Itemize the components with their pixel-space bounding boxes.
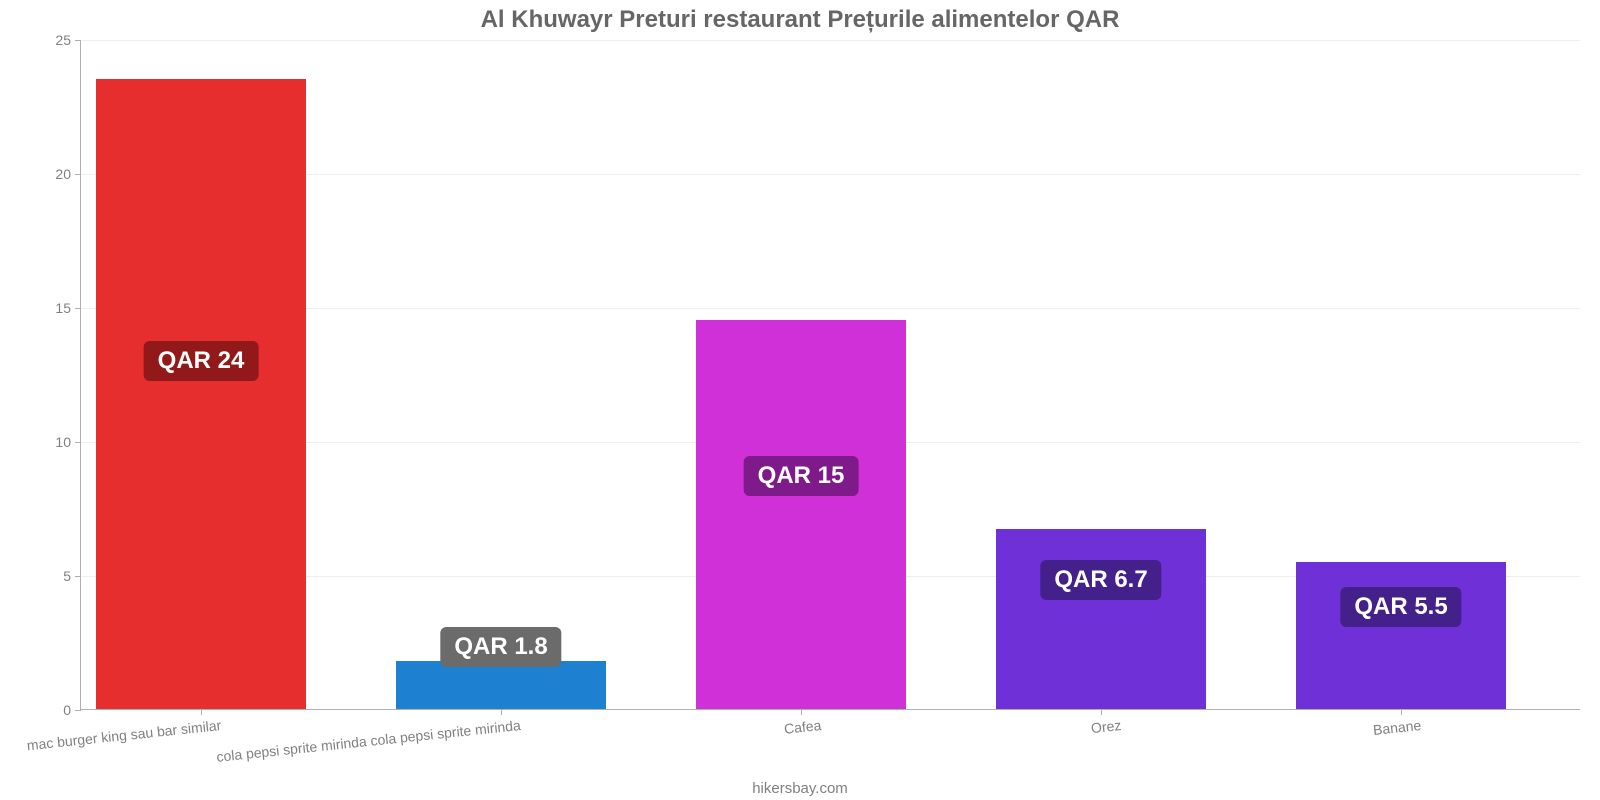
bar bbox=[96, 79, 306, 709]
x-tick-mark bbox=[1401, 709, 1402, 715]
x-tick-mark bbox=[501, 709, 502, 715]
grid-line bbox=[81, 40, 1580, 41]
attribution-text: hikersbay.com bbox=[0, 780, 1600, 797]
x-tick-label: Cafea bbox=[783, 717, 822, 737]
y-tick-label: 0 bbox=[63, 702, 81, 718]
y-tick-label: 10 bbox=[55, 434, 81, 450]
data-label: QAR 5.5 bbox=[1340, 587, 1461, 627]
bar bbox=[996, 529, 1206, 709]
plot-area: 0510152025QAR 24mac burger king sau bar … bbox=[80, 40, 1580, 710]
x-tick-label: Banane bbox=[1372, 717, 1422, 738]
y-tick-label: 25 bbox=[55, 32, 81, 48]
x-tick-mark bbox=[201, 709, 202, 715]
y-tick-label: 20 bbox=[55, 166, 81, 182]
chart-title: Al Khuwayr Preturi restaurant Prețurile … bbox=[0, 6, 1600, 34]
data-label: QAR 6.7 bbox=[1040, 560, 1161, 600]
y-tick-label: 5 bbox=[63, 568, 81, 584]
data-label: QAR 15 bbox=[744, 456, 859, 496]
x-tick-label: Orez bbox=[1090, 717, 1122, 736]
bar bbox=[396, 661, 606, 709]
x-tick-mark bbox=[801, 709, 802, 715]
data-label: QAR 24 bbox=[144, 341, 259, 381]
y-tick-label: 15 bbox=[55, 300, 81, 316]
price-bar-chart: Al Khuwayr Preturi restaurant Prețurile … bbox=[0, 0, 1600, 800]
x-tick-label: cola pepsi sprite mirinda cola pepsi spr… bbox=[216, 717, 522, 765]
data-label: QAR 1.8 bbox=[440, 627, 561, 667]
bar bbox=[696, 320, 906, 709]
x-tick-label: mac burger king sau bar similar bbox=[26, 717, 222, 753]
x-tick-mark bbox=[1101, 709, 1102, 715]
bar bbox=[1296, 562, 1506, 709]
